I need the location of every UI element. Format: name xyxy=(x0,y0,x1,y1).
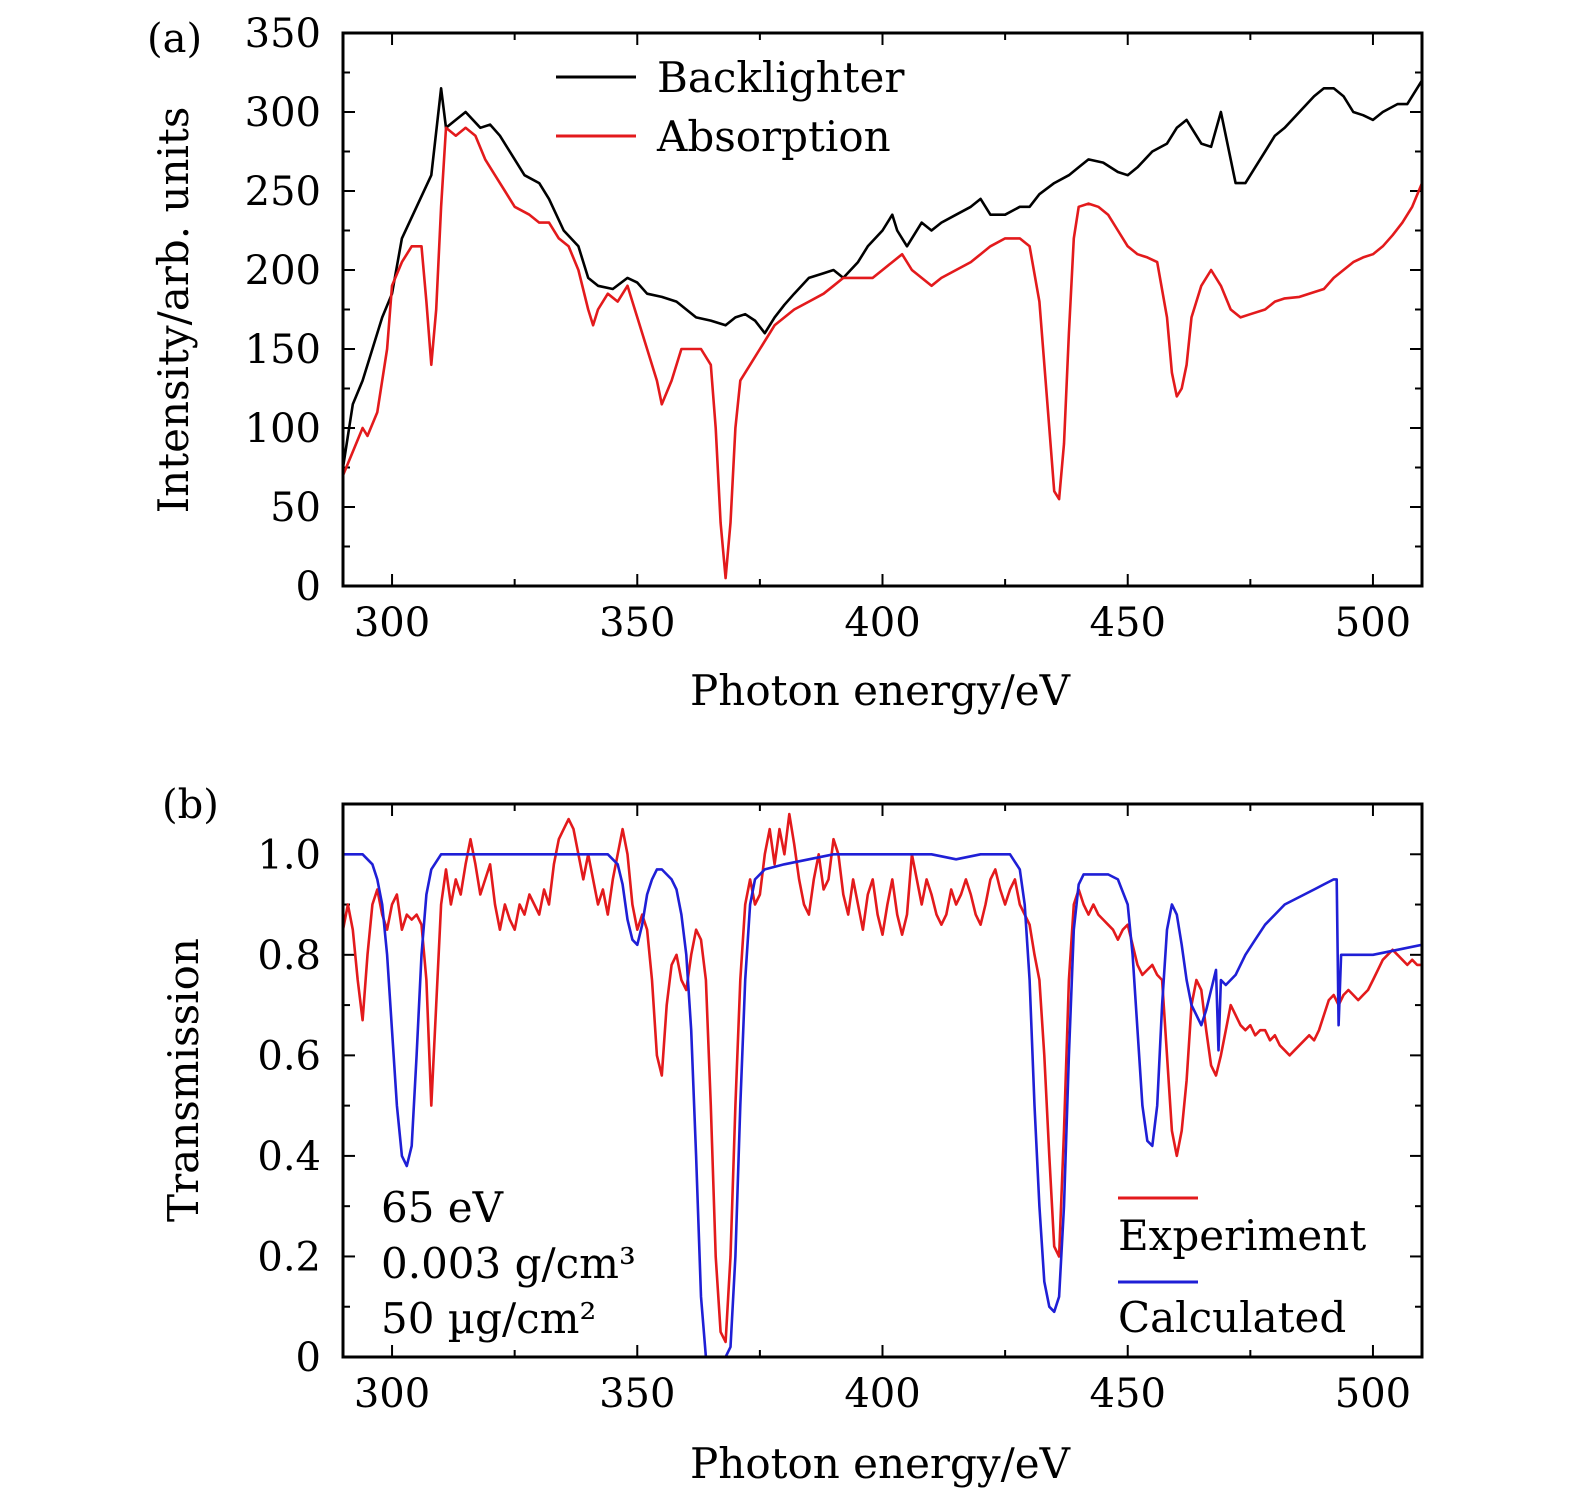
panel-b-y-axis-title: Transmission xyxy=(159,938,208,1222)
x-tick-label: 400 xyxy=(844,1371,920,1417)
panel-b-plot-area xyxy=(343,812,1422,1357)
annotation-areal-density: 50 µg/cm² xyxy=(381,1294,596,1343)
y-tick-label: 100 xyxy=(245,406,321,452)
panel-a-tick-labels: 300 350 400 450 500 0 50 100 150 200 250 300 350 xyxy=(245,11,1411,646)
y-tick-label: 50 xyxy=(270,485,321,531)
series-line-experiment xyxy=(343,812,1422,1344)
y-tick-label: 350 xyxy=(245,11,321,57)
panel-b-x-axis-title: Photon energy/eV xyxy=(690,1439,1071,1488)
y-tick-label: 0.8 xyxy=(257,933,321,979)
panel-a-label: (a) xyxy=(147,16,202,62)
x-tick-label: 400 xyxy=(844,600,920,646)
x-tick-label: 350 xyxy=(599,600,675,646)
x-tick-label: 300 xyxy=(354,600,430,646)
y-tick-label: 1.0 xyxy=(257,832,321,878)
x-tick-label: 500 xyxy=(1335,1371,1411,1417)
legend-label-backlighter: Backlighter xyxy=(657,53,905,102)
y-tick-label: 0 xyxy=(296,564,321,610)
y-tick-label: 200 xyxy=(245,248,321,294)
x-tick-label: 450 xyxy=(1090,600,1166,646)
panel-a-y-axis-title: Intensity/arb. units xyxy=(149,107,198,514)
x-tick-label: 350 xyxy=(599,1371,675,1417)
y-tick-label: 150 xyxy=(245,327,321,373)
panel-a-x-axis-title: Photon energy/eV xyxy=(690,666,1071,715)
series-line-absorption xyxy=(343,126,1422,580)
x-tick-label: 450 xyxy=(1090,1371,1166,1417)
y-tick-label: 0.2 xyxy=(257,1234,321,1280)
legend-label-calculated: Calculated xyxy=(1118,1293,1346,1342)
panel-b-label: (b) xyxy=(162,782,219,828)
legend-label-experiment: Experiment xyxy=(1118,1211,1366,1260)
annotation-density: 0.003 g/cm³ xyxy=(381,1239,636,1288)
panel-b-tick-labels: 300 350 400 450 500 0 0.2 0.4 0.6 0.8 1.0 xyxy=(257,832,1411,1417)
series-line-backlighter xyxy=(343,79,1422,468)
panel-a: (a) 300 350 400 450 500 0 50 100 150 200 250 300 350… xyxy=(147,11,1424,715)
x-tick-label: 500 xyxy=(1335,600,1411,646)
panel-a-plot-area xyxy=(343,79,1422,580)
panel-b: (b) 300 350 400 450 500 0 0.2 0.4 0.6 0.8 1.0 Phot… xyxy=(159,782,1424,1488)
y-tick-label: 250 xyxy=(245,169,321,215)
y-tick-label: 0.4 xyxy=(257,1134,321,1180)
panel-a-frame xyxy=(341,31,1424,588)
legend-label-absorption: Absorption xyxy=(656,112,891,161)
panel-b-annotations: 65 eV 0.003 g/cm³ 50 µg/cm² xyxy=(381,1183,636,1343)
panel-a-legend: Backlighter Absorption xyxy=(556,53,905,161)
panel-b-frame xyxy=(341,802,1424,1359)
panel-b-legend: Experiment Calculated xyxy=(1118,1196,1366,1342)
series-line-calculated xyxy=(343,853,1422,1357)
y-tick-label: 0.6 xyxy=(257,1033,321,1079)
x-tick-label: 300 xyxy=(354,1371,430,1417)
y-tick-label: 300 xyxy=(245,90,321,136)
annotation-temperature: 65 eV xyxy=(381,1183,504,1232)
y-tick-label: 0 xyxy=(296,1335,321,1381)
